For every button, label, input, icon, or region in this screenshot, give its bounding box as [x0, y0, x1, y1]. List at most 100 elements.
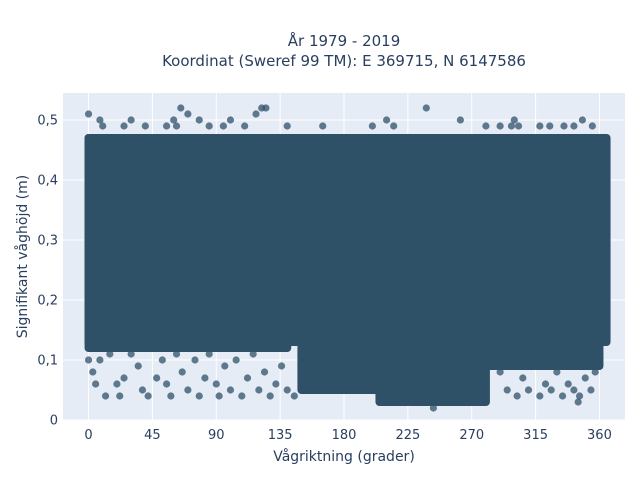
data-point [574, 398, 582, 406]
data-point [120, 374, 128, 382]
data-point [141, 122, 149, 130]
data-point [195, 116, 203, 124]
data-point [546, 122, 554, 130]
data-point [99, 122, 107, 130]
data-point [570, 122, 578, 130]
y-tick-label: 0,2 [37, 294, 58, 309]
data-point [496, 368, 504, 376]
data-point [101, 392, 110, 400]
x-tick-label: 0 [84, 428, 92, 443]
data-point [134, 362, 142, 370]
data-point [226, 116, 235, 124]
data-point [510, 116, 518, 124]
data-point [221, 362, 229, 370]
x-tick-label: 315 [523, 428, 548, 443]
data-point [127, 350, 135, 358]
dense-point-region [375, 152, 490, 406]
data-point [514, 122, 523, 130]
x-tick-label: 90 [208, 428, 225, 443]
x-tick-label: 270 [459, 428, 484, 443]
data-point [578, 116, 587, 124]
data-point [290, 392, 298, 400]
data-point [588, 122, 596, 130]
data-point [113, 380, 121, 388]
data-point [232, 356, 240, 364]
data-point [496, 122, 504, 130]
data-point [382, 116, 391, 124]
data-point [215, 392, 223, 400]
data-point [519, 374, 527, 382]
y-tick-label: 0 [50, 414, 58, 429]
data-point [172, 122, 181, 130]
x-tick-label: 135 [268, 428, 293, 443]
data-point [587, 386, 595, 394]
data-point [212, 380, 220, 388]
data-point [158, 356, 166, 364]
data-point [163, 122, 171, 130]
data-point [456, 116, 464, 124]
dense-point-region [481, 134, 604, 370]
data-point [536, 392, 544, 400]
data-point [524, 386, 533, 394]
x-tick-label: 360 [587, 428, 612, 443]
data-point [255, 386, 263, 394]
y-tick-label: 0,5 [37, 114, 58, 129]
data-point [249, 350, 257, 358]
data-point [120, 122, 128, 130]
data-point [252, 110, 260, 118]
data-point [368, 122, 376, 130]
data-point [390, 122, 398, 130]
data-point [591, 368, 599, 376]
data-point [513, 392, 521, 400]
data-point [92, 380, 100, 388]
data-point [191, 356, 199, 364]
x-tick-label: 225 [395, 428, 420, 443]
data-point [89, 368, 97, 376]
chart-title-line2: Koordinat (Sweref 99 TM): E 369715, N 61… [162, 52, 526, 70]
data-point [195, 392, 203, 400]
data-point [106, 350, 114, 358]
data-point [96, 116, 104, 124]
data-point [177, 104, 185, 112]
data-point [116, 392, 124, 400]
data-point [536, 122, 544, 130]
data-point [581, 374, 589, 382]
data-point [219, 122, 227, 130]
x-tick-label: 180 [332, 428, 357, 443]
data-point [184, 110, 192, 118]
data-point [144, 392, 152, 400]
data-point [167, 392, 175, 400]
data-point [266, 392, 274, 400]
dense-point-region [297, 146, 384, 394]
data-point [503, 386, 511, 394]
data-point [84, 110, 93, 118]
dense-point-regions [84, 134, 611, 406]
data-point [272, 380, 280, 388]
chart-title-line1: År 1979 - 2019 [288, 31, 401, 50]
data-point [172, 350, 181, 358]
y-tick-label: 0,3 [37, 234, 58, 249]
y-tick-label: 0,4 [37, 174, 58, 189]
data-point [238, 392, 246, 400]
dense-point-region [84, 134, 292, 352]
data-point [226, 386, 235, 394]
data-point [260, 368, 269, 376]
y-tick-label: 0,1 [37, 354, 58, 369]
data-point [283, 122, 291, 130]
data-point [178, 368, 186, 376]
data-point [277, 362, 286, 370]
y-axis-title: Signifikant våghöjd (m) [14, 175, 31, 338]
data-point [241, 122, 249, 130]
data-point [547, 386, 555, 394]
data-point [530, 362, 538, 370]
data-point [84, 356, 93, 364]
data-point [558, 392, 567, 400]
data-point [560, 122, 568, 130]
data-point [319, 122, 327, 130]
data-point [138, 386, 147, 394]
data-point [201, 374, 209, 382]
data-point [243, 374, 252, 382]
data-point [570, 386, 578, 394]
data-point [163, 380, 171, 388]
